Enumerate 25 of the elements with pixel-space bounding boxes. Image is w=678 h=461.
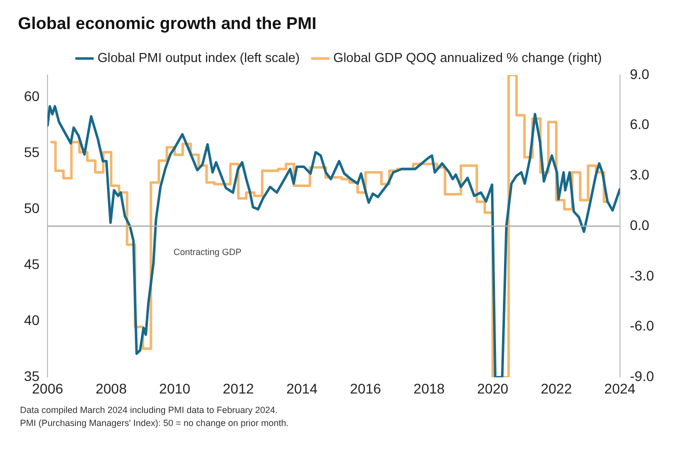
x-tick-label: 2008 (96, 380, 127, 396)
y-tick-label: 55 (24, 144, 40, 160)
ref-line-label: Contracting GDP (173, 247, 242, 258)
x-tick-label: 2022 (540, 380, 572, 396)
y2-tick-label: -3.0 (630, 267, 654, 284)
y-tick-label: 60 (24, 88, 40, 104)
legend-label: Global GDP QOQ annualized % change (right) (333, 50, 602, 66)
y-tick-label: 40 (24, 312, 40, 328)
x-tick-label: 2014 (286, 380, 318, 396)
x-tick-label: 2010 (159, 380, 191, 396)
text: PMI (Purchasing Managers' Index): 50 = no change on prior month. (20, 417, 289, 430)
x-tick-label: 2018 (414, 380, 445, 396)
x-tick-label: 2012 (222, 380, 254, 396)
legend-label: Global PMI output index (left scale) (97, 50, 300, 66)
y-tick-label: 45 (24, 256, 40, 272)
y2-tick-label: -6.0 (630, 318, 654, 334)
x-tick-label: 2016 (350, 380, 382, 396)
text: Data compiled March 2024 including PMI data to February 2024. (20, 404, 279, 417)
y2-tick-label: 0.0 (630, 216, 650, 233)
y-tick-label: 50 (24, 200, 40, 216)
chart-title: Global economic growth and the PMI (18, 14, 316, 34)
y2-tick-label: 6.0 (630, 116, 650, 132)
x-tick-label: 2020 (477, 380, 508, 396)
y2-tick-label: 9.0 (630, 66, 650, 82)
y2-tick-label: 3.0 (630, 166, 650, 183)
